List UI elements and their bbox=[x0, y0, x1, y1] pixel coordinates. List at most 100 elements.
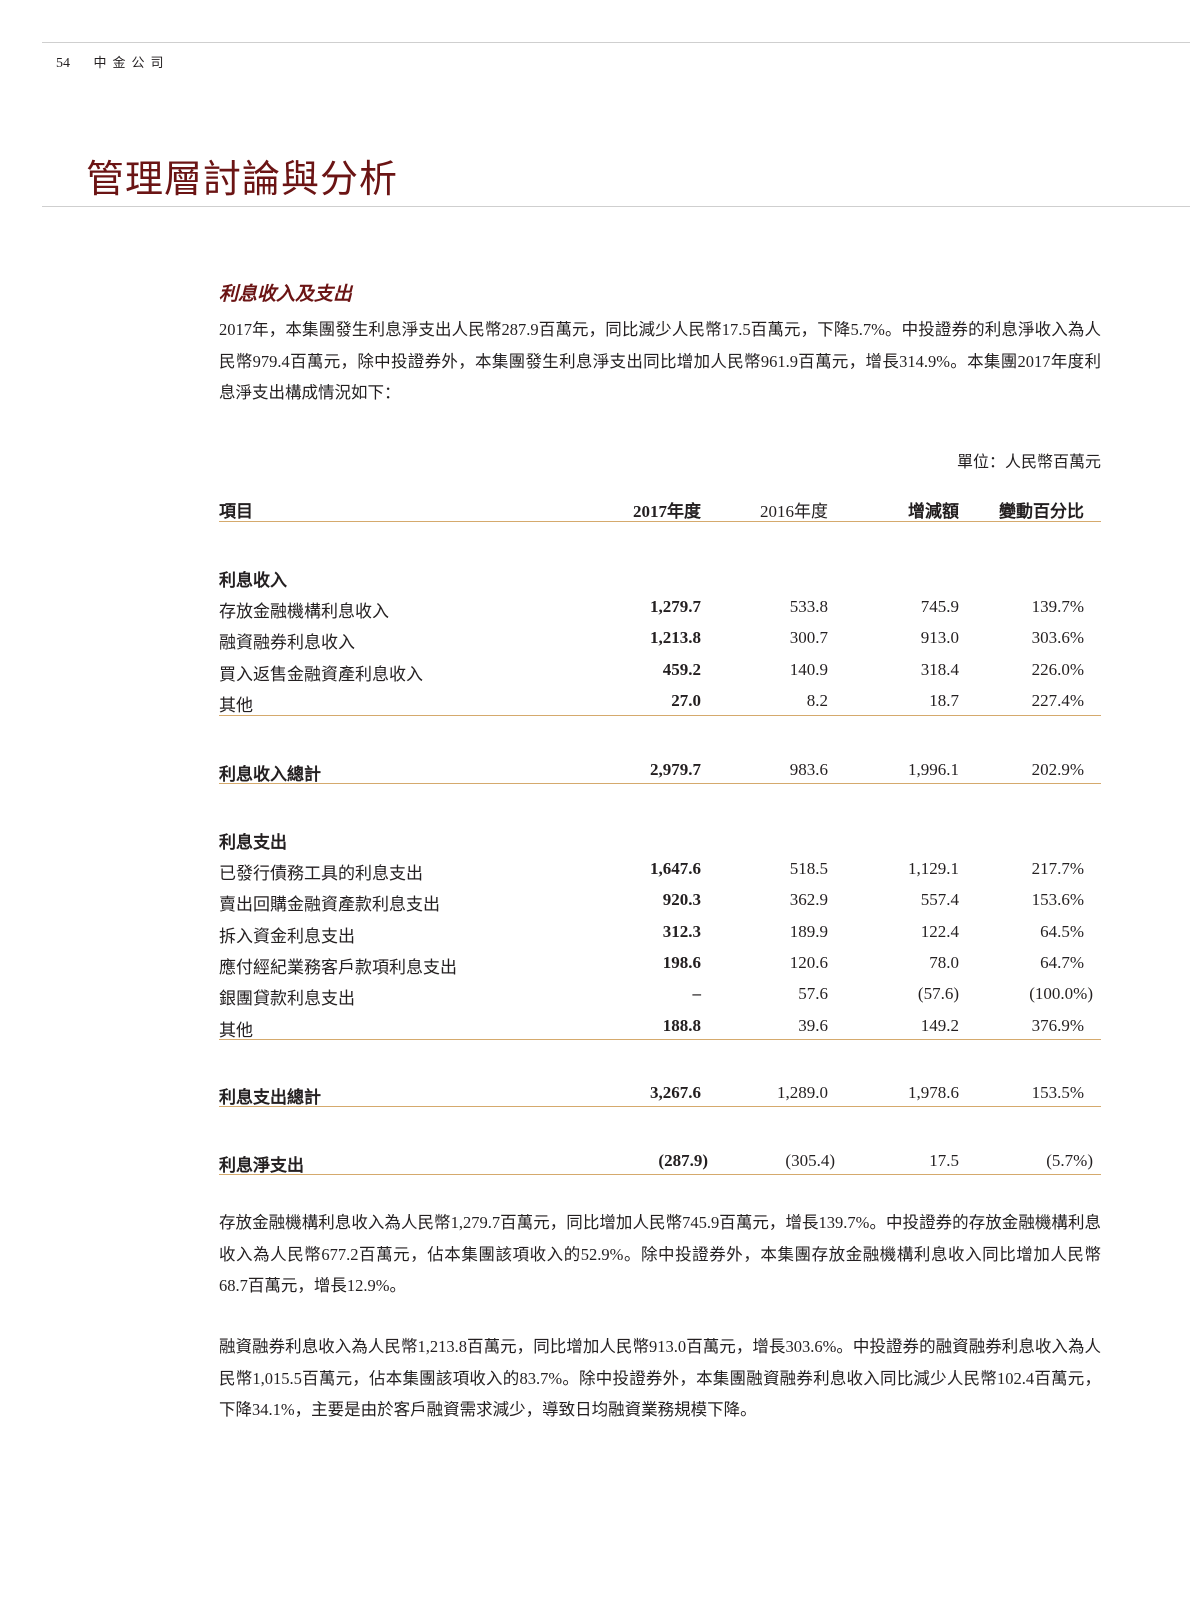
change-amount: (57.6) bbox=[917, 984, 959, 1004]
table-rule bbox=[219, 521, 1101, 522]
change-amount: 1,996.1 bbox=[908, 760, 959, 779]
change-percent: 153.6% bbox=[1031, 890, 1084, 910]
row-label: 應付經紀業務客戶款項利息支出 bbox=[219, 957, 457, 977]
table-row: 融資融券利息收入 1,213.8 300.7 913.0 303.6% bbox=[219, 628, 1101, 652]
table-row: 存放金融機構利息收入 1,279.7 533.8 745.9 139.7% bbox=[219, 597, 1101, 621]
row-label: 項目 bbox=[219, 502, 253, 521]
table-row: 買入返售金融資產利息收入 459.2 140.9 318.4 226.0% bbox=[219, 660, 1101, 684]
change-percent: 64.5% bbox=[1040, 921, 1084, 941]
change-amount: 17.5 bbox=[929, 1151, 959, 1170]
table-row: 賣出回購金融資產款利息支出 920.3 362.9 557.4 153.6% bbox=[219, 890, 1101, 914]
value-2017: 1,647.6 bbox=[650, 859, 701, 878]
value-2016: 120.6 bbox=[789, 952, 828, 972]
change-amount: 745.9 bbox=[920, 597, 959, 616]
value-2016: 518.5 bbox=[789, 859, 828, 878]
page-number: 54 bbox=[56, 56, 70, 71]
value-2016: 300.7 bbox=[789, 628, 828, 648]
value-2017: – bbox=[692, 984, 702, 1004]
row-label: 賣出回購金融資產款利息支出 bbox=[219, 895, 440, 915]
value-2017: 920.3 bbox=[662, 890, 701, 910]
row-label: 融資融券利息收入 bbox=[219, 633, 355, 653]
value-2017: 198.6 bbox=[662, 952, 701, 972]
change-amount: 149.2 bbox=[920, 1015, 959, 1035]
table-row: 已發行債務工具的利息支出 1,647.6 518.5 1,129.1 217.7% bbox=[219, 859, 1101, 883]
value-2017: 459.2 bbox=[662, 659, 701, 679]
value-2017: 1,213.8 bbox=[650, 628, 701, 648]
value-2017: 188.8 bbox=[662, 1015, 701, 1035]
table-row: 銀團貸款利息支出 – 57.6 (57.6) (100.0%) bbox=[219, 984, 1101, 1008]
change-amount: 557.4 bbox=[920, 890, 959, 910]
value-2017: 1,279.7 bbox=[650, 597, 701, 616]
row-label: 利息收入總計 bbox=[219, 765, 321, 784]
row-label: 其他 bbox=[219, 1020, 253, 1040]
row-label: 其他 bbox=[219, 695, 253, 715]
change-percent: (100.0%) bbox=[1029, 984, 1093, 1004]
row-label: 利息支出總計 bbox=[219, 1088, 321, 1107]
change-percent: 226.0% bbox=[1031, 659, 1084, 679]
page-title: 管理層討論與分析 bbox=[86, 157, 399, 201]
row-label: 已發行債務工具的利息支出 bbox=[219, 864, 423, 883]
row-label: 買入返售金融資產利息收入 bbox=[219, 664, 423, 684]
change-amount: 18.7 bbox=[929, 690, 959, 710]
value-2016: 39.6 bbox=[798, 1015, 828, 1035]
change-percent: 202.9% bbox=[1031, 760, 1084, 779]
unit-label: 單位：人民幣百萬元 bbox=[956, 454, 1101, 471]
paragraph-deposits: 存放金融機構利息收入為人民幣1,279.7百萬元，同比增加人民幣745.9百萬元… bbox=[219, 1213, 1101, 1295]
table-header: 項目 2017年度 2016年度 增減額 變動百分比 bbox=[219, 497, 1101, 521]
change-percent: 217.7% bbox=[1031, 859, 1084, 878]
table-row: 其他 27.0 8.2 18.7 227.4% bbox=[219, 691, 1101, 715]
value-2016: (305.4) bbox=[785, 1151, 835, 1170]
change-percent: 139.7% bbox=[1031, 597, 1084, 616]
value-2017: (287.9) bbox=[658, 1151, 708, 1170]
table-rule bbox=[219, 1174, 1101, 1175]
value-2017: 3,267.6 bbox=[650, 1083, 701, 1102]
page-header: 54 中金公司 bbox=[56, 52, 170, 72]
value-2016: 983.6 bbox=[789, 760, 828, 779]
table-rule bbox=[219, 783, 1101, 784]
table-row: 拆入資金利息支出 312.3 189.9 122.4 64.5% bbox=[219, 922, 1101, 946]
change-percent: 64.7% bbox=[1040, 952, 1084, 972]
value-2016: 2016年度 bbox=[760, 502, 828, 521]
change-amount: 913.0 bbox=[920, 628, 959, 648]
change-percent: 153.5% bbox=[1031, 1083, 1084, 1102]
table-rule bbox=[219, 715, 1101, 716]
row-label: 銀團貸款利息支出 bbox=[219, 989, 355, 1009]
row-label: 拆入資金利息支出 bbox=[219, 926, 355, 946]
change-amount: 78.0 bbox=[929, 952, 959, 972]
value-2016: 1,289.0 bbox=[777, 1083, 828, 1102]
expense-total-row: 利息支出總計 3,267.6 1,289.0 1,978.6 153.5% bbox=[219, 1083, 1101, 1107]
expense-section-label: 利息支出 bbox=[219, 828, 1101, 852]
intro-paragraph: 2017年，本集團發生利息淨支出人民幣287.9百萬元，同比減少人民幣17.5百… bbox=[219, 320, 1101, 402]
value-2016: 362.9 bbox=[789, 890, 828, 910]
value-2017: 2017年度 bbox=[633, 502, 701, 521]
row-label: 利息淨支出 bbox=[219, 1156, 304, 1175]
value-2016: 8.2 bbox=[806, 690, 828, 710]
section-title: 利息收入及支出 bbox=[219, 283, 353, 305]
change-percent: 303.6% bbox=[1031, 628, 1084, 648]
change-amount: 增減額 bbox=[908, 502, 959, 521]
section-label: 利息收入 bbox=[219, 571, 287, 590]
value-2016: 57.6 bbox=[798, 984, 828, 1004]
value-2017: 2,979.7 bbox=[650, 760, 701, 779]
table-rule bbox=[219, 1106, 1101, 1107]
table-rule bbox=[219, 1039, 1101, 1040]
paragraph-margin-financing: 融資融券利息收入為人民幣1,213.8百萬元，同比增加人民幣913.0百萬元，增… bbox=[219, 1337, 1101, 1419]
value-2017: 27.0 bbox=[671, 690, 701, 710]
change-amount: 1,129.1 bbox=[908, 859, 959, 878]
change-percent: (5.7%) bbox=[1046, 1151, 1093, 1170]
change-percent: 227.4% bbox=[1031, 690, 1084, 710]
title-rule bbox=[42, 206, 1190, 207]
change-amount: 122.4 bbox=[920, 921, 959, 941]
value-2016: 140.9 bbox=[789, 659, 828, 679]
table-row: 應付經紀業務客戶款項利息支出 198.6 120.6 78.0 64.7% bbox=[219, 953, 1101, 977]
value-2017: 312.3 bbox=[662, 921, 701, 941]
net-expense-row: 利息淨支出 (287.9) (305.4) 17.5 (5.7%) bbox=[219, 1151, 1101, 1175]
section-label: 利息支出 bbox=[219, 833, 287, 852]
income-section-label: 利息收入 bbox=[219, 566, 1101, 590]
table-row: 其他 188.8 39.6 149.2 376.9% bbox=[219, 1016, 1101, 1040]
income-total-row: 利息收入總計 2,979.7 983.6 1,996.1 202.9% bbox=[219, 760, 1101, 784]
change-percent: 變動百分比 bbox=[999, 502, 1084, 521]
company-name: 中金公司 bbox=[93, 56, 170, 71]
change-amount: 1,978.6 bbox=[908, 1083, 959, 1102]
value-2016: 189.9 bbox=[789, 921, 828, 941]
